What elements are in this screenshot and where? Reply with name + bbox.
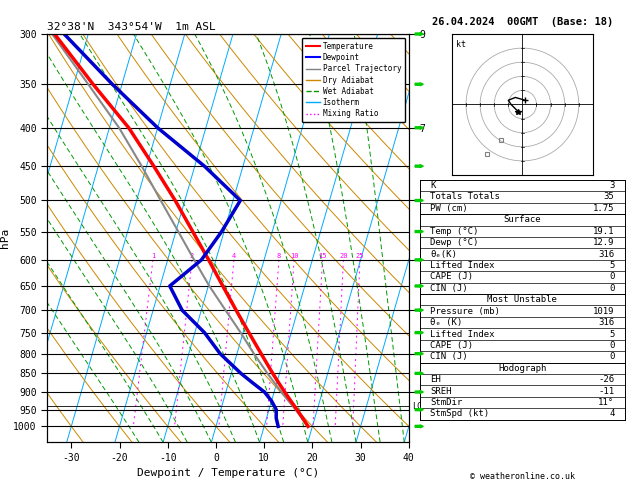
Text: K: K [430, 181, 436, 190]
Text: PW (cm): PW (cm) [430, 204, 468, 213]
Text: 3: 3 [609, 181, 615, 190]
Text: © weatheronline.co.uk: © weatheronline.co.uk [470, 472, 575, 481]
Text: 0: 0 [609, 341, 615, 350]
Text: EH: EH [430, 375, 441, 384]
Text: Temp (°C): Temp (°C) [430, 226, 479, 236]
Text: Surface: Surface [504, 215, 541, 225]
Text: 11°: 11° [598, 398, 615, 407]
Text: Dewp (°C): Dewp (°C) [430, 238, 479, 247]
Text: Hodograph: Hodograph [498, 364, 547, 373]
Text: StmDir: StmDir [430, 398, 463, 407]
Text: kt: kt [456, 40, 466, 49]
Text: Pressure (mb): Pressure (mb) [430, 307, 500, 316]
Text: CIN (J): CIN (J) [430, 352, 468, 362]
Text: 4: 4 [609, 409, 615, 418]
Y-axis label: km
ASL: km ASL [442, 227, 459, 249]
Text: -11: -11 [598, 386, 615, 396]
Text: 15: 15 [318, 253, 327, 259]
Text: 20: 20 [339, 253, 348, 259]
Text: 0: 0 [609, 272, 615, 281]
Y-axis label: hPa: hPa [1, 228, 11, 248]
Text: 2: 2 [190, 253, 194, 259]
Text: 5: 5 [609, 261, 615, 270]
Text: SREH: SREH [430, 386, 452, 396]
Text: CAPE (J): CAPE (J) [430, 272, 474, 281]
Text: 1.75: 1.75 [593, 204, 615, 213]
Text: 19.1: 19.1 [593, 226, 615, 236]
Text: θₑ(K): θₑ(K) [430, 249, 457, 259]
Text: 1: 1 [151, 253, 155, 259]
Text: CAPE (J): CAPE (J) [430, 341, 474, 350]
Text: 35: 35 [604, 192, 615, 202]
Text: LCL: LCL [413, 402, 428, 411]
Text: 26.04.2024  00GMT  (Base: 18): 26.04.2024 00GMT (Base: 18) [431, 17, 613, 27]
Text: CIN (J): CIN (J) [430, 284, 468, 293]
Text: StmSpd (kt): StmSpd (kt) [430, 409, 489, 418]
Text: -26: -26 [598, 375, 615, 384]
Text: 12.9: 12.9 [593, 238, 615, 247]
Text: Lifted Index: Lifted Index [430, 261, 495, 270]
Text: 0: 0 [609, 352, 615, 362]
Text: 1019: 1019 [593, 307, 615, 316]
Text: 8: 8 [277, 253, 281, 259]
Text: 4: 4 [231, 253, 236, 259]
Text: Most Unstable: Most Unstable [487, 295, 557, 304]
Text: Totals Totals: Totals Totals [430, 192, 500, 202]
Text: 10: 10 [290, 253, 298, 259]
Text: 0: 0 [609, 284, 615, 293]
Text: Lifted Index: Lifted Index [430, 330, 495, 339]
X-axis label: Dewpoint / Temperature (°C): Dewpoint / Temperature (°C) [137, 468, 319, 478]
Legend: Temperature, Dewpoint, Parcel Trajectory, Dry Adiabat, Wet Adiabat, Isotherm, Mi: Temperature, Dewpoint, Parcel Trajectory… [302, 38, 405, 122]
Text: 316: 316 [598, 318, 615, 327]
Text: 5: 5 [609, 330, 615, 339]
Text: 32°38'N  343°54'W  1m ASL: 32°38'N 343°54'W 1m ASL [47, 22, 216, 32]
Text: θₑ (K): θₑ (K) [430, 318, 463, 327]
Text: 25: 25 [355, 253, 364, 259]
Text: 316: 316 [598, 249, 615, 259]
